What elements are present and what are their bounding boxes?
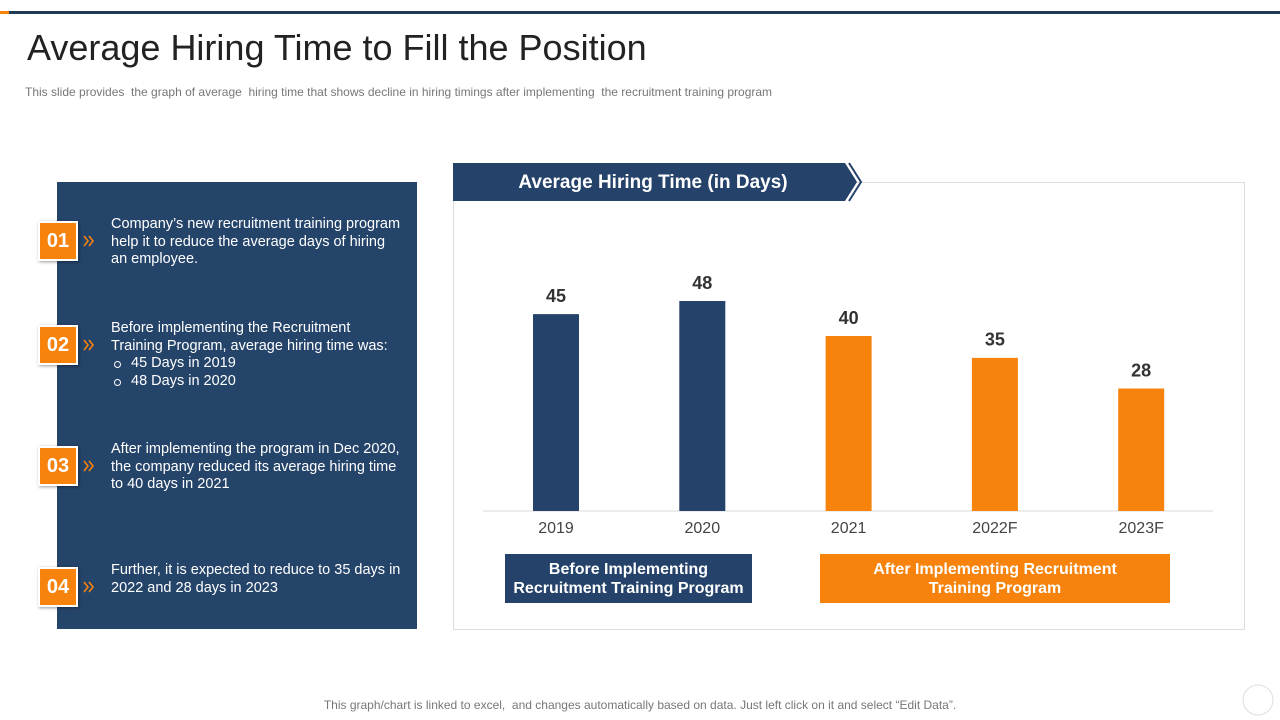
chart-title: Average Hiring Time (in Days) [518, 172, 787, 193]
banner-chevron [848, 162, 863, 202]
point-number: 03 [38, 446, 78, 486]
group-legend: After Implementing Recruitment Training … [820, 554, 1170, 603]
point-text: Before implementing the Recruitment Trai… [111, 320, 388, 354]
slide-subtitle: This slide provides the graph of average… [25, 85, 773, 99]
bar [679, 301, 726, 511]
bar [1118, 388, 1165, 511]
point-block: Further, it is expected to reduce to 35 … [111, 562, 401, 597]
x-tick-label: 2021 [831, 520, 867, 537]
top-rule-accent [0, 11, 9, 14]
x-tick-label: 2023F [1119, 520, 1165, 537]
point-number: 02 [38, 325, 78, 365]
point-text: Company’s new recruitment training progr… [111, 216, 401, 267]
bar [971, 357, 1018, 511]
x-tick-label: 2020 [685, 520, 721, 537]
data-label: 45 [546, 286, 566, 306]
data-label: 48 [692, 273, 712, 293]
slide-title: Average Hiring Time to Fill the Position [27, 27, 647, 68]
bar [533, 314, 579, 511]
group-legend: Before Implementing Recruitment Training… [505, 554, 752, 603]
chevron [83, 460, 95, 472]
point-block: Before implementing the Recruitment Trai… [111, 320, 401, 390]
point-text: Further, it is expected to reduce to 35 … [111, 562, 401, 596]
points-panel [57, 182, 417, 629]
corner-circle [1242, 684, 1274, 716]
chart-banner [453, 163, 857, 201]
data-label: 40 [839, 308, 859, 328]
top-rule [0, 11, 1280, 14]
x-tick-label: 2022F [972, 520, 1018, 537]
footer-note: This graph/chart is linked to excel, and… [323, 698, 957, 712]
point-text: After implementing the program in Dec 20… [111, 441, 400, 492]
chevron [83, 581, 95, 593]
point-number: 04 [38, 567, 78, 607]
data-label: 28 [1131, 360, 1151, 380]
point-bullet: 48 Days in 2020 [111, 373, 401, 391]
chevron [83, 235, 95, 247]
bar [825, 336, 872, 511]
point-bullet: 45 Days in 2019 [111, 355, 401, 373]
point-block: After implementing the program in Dec 20… [111, 441, 401, 494]
chevron [83, 339, 95, 351]
point-number: 01 [38, 221, 78, 261]
point-block: Company’s new recruitment training progr… [111, 216, 401, 269]
x-tick-label: 2019 [538, 520, 574, 537]
data-label: 35 [985, 330, 1005, 350]
